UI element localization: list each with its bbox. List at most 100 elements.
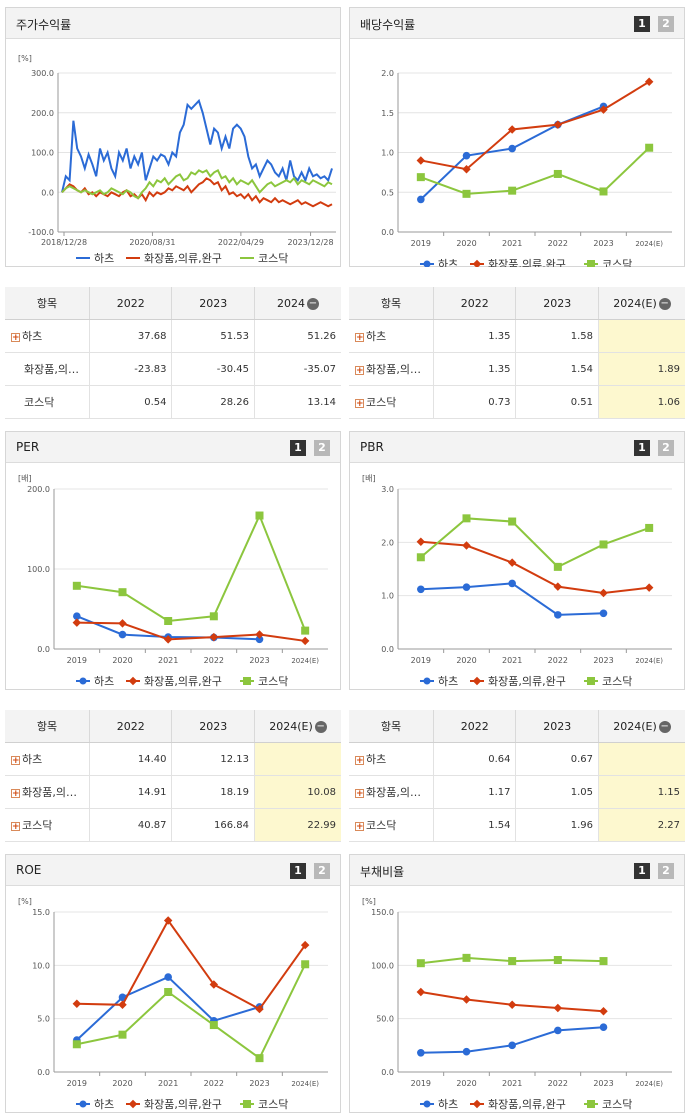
collapse-minus-icon[interactable]: − (314, 720, 327, 733)
value-cell: -35.07 (254, 352, 341, 386)
column-header: 2023 (171, 710, 255, 743)
tab-1-button[interactable]: 1 (290, 440, 306, 456)
value-cell (254, 742, 341, 776)
column-header-label: 2023 (199, 296, 228, 310)
point-industry (209, 632, 219, 642)
value-cell: 1.54 (515, 352, 599, 386)
row-name-cell[interactable]: + 화장품,의… (349, 352, 434, 386)
row-name-label: 하츠 (22, 330, 43, 343)
row-name-cell[interactable]: + 하츠 (349, 319, 434, 353)
value-cell: -30.45 (171, 352, 255, 386)
row-name-label: 코스닥 (366, 819, 397, 832)
legend-label: 하츠 (94, 251, 114, 265)
legend-circle-icon (423, 1100, 431, 1108)
column-header-label: 2022 (116, 296, 145, 310)
expand-plus-icon[interactable]: + (355, 332, 364, 343)
column-header: 2024(E) − (598, 287, 685, 320)
dividend-yield-table: 항목 2022 2023 2024(E) − + 하츠 1.35 1.58 + 화장품,의… 1.35… (349, 287, 685, 419)
row-name-cell[interactable]: + 하츠 (5, 742, 90, 776)
row-name-cell[interactable]: + 하츠 (5, 319, 90, 353)
series-line-industry (76, 918, 306, 1011)
row-name-cell[interactable]: + 코스닥 (349, 808, 434, 842)
series-line-kosdaq (76, 512, 307, 631)
value-cell: 1.35 (433, 352, 517, 386)
expand-plus-icon[interactable]: + (355, 365, 364, 376)
legend-item: 코스닥 (240, 675, 288, 688)
point-industry (553, 1003, 563, 1013)
tab-2-button[interactable]: 2 (314, 863, 330, 879)
point-kosdaq (508, 186, 517, 195)
row-name-cell[interactable]: + 코스닥 (5, 808, 90, 842)
tab-1-button[interactable]: 1 (634, 440, 650, 456)
column-header-label: 2024 (276, 296, 305, 310)
point-industry (644, 77, 654, 86)
table-header-row: 항목 2022 2023 2024(E) − (5, 710, 341, 743)
point-kosdaq (164, 617, 173, 625)
column-header-label: 2024(E) (613, 296, 657, 310)
tab-2-button[interactable]: 2 (658, 863, 674, 879)
point-industry (599, 1006, 608, 1016)
point-kosdaq (553, 562, 562, 571)
row-name-cell[interactable]: + 코스닥 (349, 385, 434, 419)
row-name-cell[interactable]: + 화장품,의… (349, 775, 434, 809)
expand-plus-icon[interactable]: + (355, 755, 364, 766)
collapse-minus-icon[interactable]: − (658, 297, 671, 310)
value-cell: 1.17 (433, 775, 517, 809)
expand-plus-icon[interactable]: + (11, 788, 20, 799)
collapse-minus-icon[interactable]: − (306, 297, 319, 310)
point-industry (255, 1004, 264, 1014)
legend-item: 화장품,의류,완구 (126, 252, 222, 265)
collapse-minus-icon[interactable]: − (658, 720, 671, 733)
roe-panel: ROE 1 2 [%] 15.0 10.0 5.0 0.0 2019 2020 2021 202… (5, 854, 341, 1113)
point-hats (599, 609, 608, 618)
legend-circle-icon (423, 260, 431, 267)
column-header: 2022 (89, 710, 173, 743)
tab-2-button[interactable]: 2 (658, 16, 674, 32)
expand-plus-icon[interactable]: + (355, 398, 364, 409)
series-line-hats (76, 975, 260, 1041)
expand-plus-icon[interactable]: + (355, 788, 364, 799)
panel-title: ROE (16, 863, 42, 877)
point-industry (462, 995, 471, 1004)
point-industry (300, 636, 310, 646)
point-hats (417, 585, 425, 594)
roe-chart: [%]15.0 10.0 5.0 0.0 2019 2020 2021 2022 2023 202… (18, 897, 328, 1111)
row-name-cell[interactable]: + 화장품,의… (5, 775, 90, 809)
legend-label: 화장품,의류,완구 (488, 675, 566, 688)
tab-1-button[interactable]: 1 (290, 863, 306, 879)
expand-plus-icon[interactable]: + (11, 755, 20, 766)
x-tick-label: 2021 (502, 656, 522, 665)
column-header-label: 항목 (36, 297, 58, 310)
pbr-panel: PBR 1 2 [배] 3.0 2.0 1.0 0.0 2019 2020 2021 2022 2… (349, 431, 685, 690)
x-tick-label: 2022 (204, 1079, 224, 1088)
legend-item: 화장품,의류,완구 (470, 258, 566, 267)
expand-plus-icon[interactable]: + (11, 332, 20, 343)
legend-label: 하츠 (438, 1097, 458, 1111)
expand-plus-icon[interactable]: + (355, 821, 364, 832)
y-tick-label: 1.5 (381, 109, 394, 118)
tab-2-button[interactable]: 2 (314, 440, 330, 456)
point-kosdaq (553, 956, 562, 964)
table-row: + 하츠 14.40 12.13 (5, 742, 341, 776)
row-name-label: 화장품,의… (366, 786, 421, 799)
point-industry (118, 619, 127, 628)
debt-ratio-panel: 부채비율 1 2 [%] 150.0 100.0 50.0 0.0 2019 2020 202… (349, 854, 685, 1113)
expand-plus-icon[interactable]: + (11, 821, 20, 832)
legend-label: 화장품,의류,완구 (488, 258, 566, 267)
value-cell: 1.58 (515, 319, 599, 353)
x-tick-label: 2019 (411, 656, 431, 665)
legend-square-icon (587, 260, 595, 267)
legend-item: 화장품,의류,완구 (470, 675, 566, 688)
legend-diamond-icon (472, 676, 482, 686)
unit-label: [%] (18, 897, 32, 906)
value-cell: 1.54 (433, 808, 517, 842)
tab-1-button[interactable]: 1 (634, 863, 650, 879)
y-tick-label: 150.0 (371, 908, 394, 917)
point-industry (72, 618, 82, 627)
x-tick-label: 2022 (548, 1079, 568, 1088)
point-kosdaq (209, 1021, 218, 1030)
tab-1-button[interactable]: 1 (634, 16, 650, 32)
tab-2-button[interactable]: 2 (658, 440, 674, 456)
table-row: + 코스닥 40.87 166.84 22.99 (5, 808, 341, 842)
row-name-cell[interactable]: + 하츠 (349, 742, 434, 776)
